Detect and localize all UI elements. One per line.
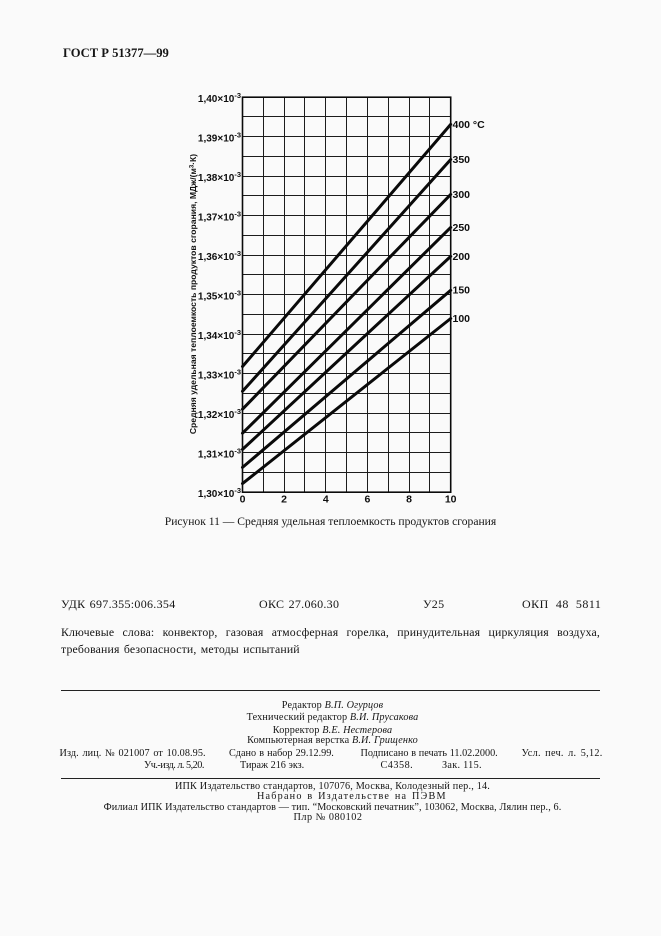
svg-text:250: 250 <box>453 222 471 234</box>
svg-text:1,34×10-3: 1,34×10-3 <box>198 328 241 342</box>
svg-text:4: 4 <box>323 494 329 506</box>
svg-text:10: 10 <box>445 494 457 506</box>
svg-text:8: 8 <box>406 494 412 506</box>
svg-text:1,30×10-3: 1,30×10-3 <box>198 486 241 500</box>
svg-text:1,36×10-3: 1,36×10-3 <box>198 249 241 263</box>
svg-text:1,33×10-3: 1,33×10-3 <box>198 368 241 382</box>
svg-text:1,39×10-3: 1,39×10-3 <box>198 131 241 145</box>
svg-text:1,37×10-3: 1,37×10-3 <box>198 210 241 224</box>
svg-text:1,35×10-3: 1,35×10-3 <box>198 289 241 303</box>
svg-text:350: 350 <box>453 154 471 166</box>
svg-text:100: 100 <box>453 313 471 325</box>
svg-text:300: 300 <box>453 189 471 201</box>
svg-text:1,32×10-3: 1,32×10-3 <box>198 407 241 421</box>
svg-text:Средняя удельная теплоемкость: Средняя удельная теплоемкость продуктов … <box>188 154 198 434</box>
svg-text:6: 6 <box>364 494 370 506</box>
svg-text:2: 2 <box>281 494 287 506</box>
svg-text:1,40×10-3: 1,40×10-3 <box>198 91 241 105</box>
svg-text:200: 200 <box>453 251 471 263</box>
svg-text:0: 0 <box>240 494 246 506</box>
svg-text:400 °С: 400 °С <box>453 119 486 131</box>
svg-text:150: 150 <box>453 285 471 297</box>
svg-text:1,31×10-3: 1,31×10-3 <box>198 447 241 461</box>
svg-text:1,38×10-3: 1,38×10-3 <box>198 170 241 184</box>
